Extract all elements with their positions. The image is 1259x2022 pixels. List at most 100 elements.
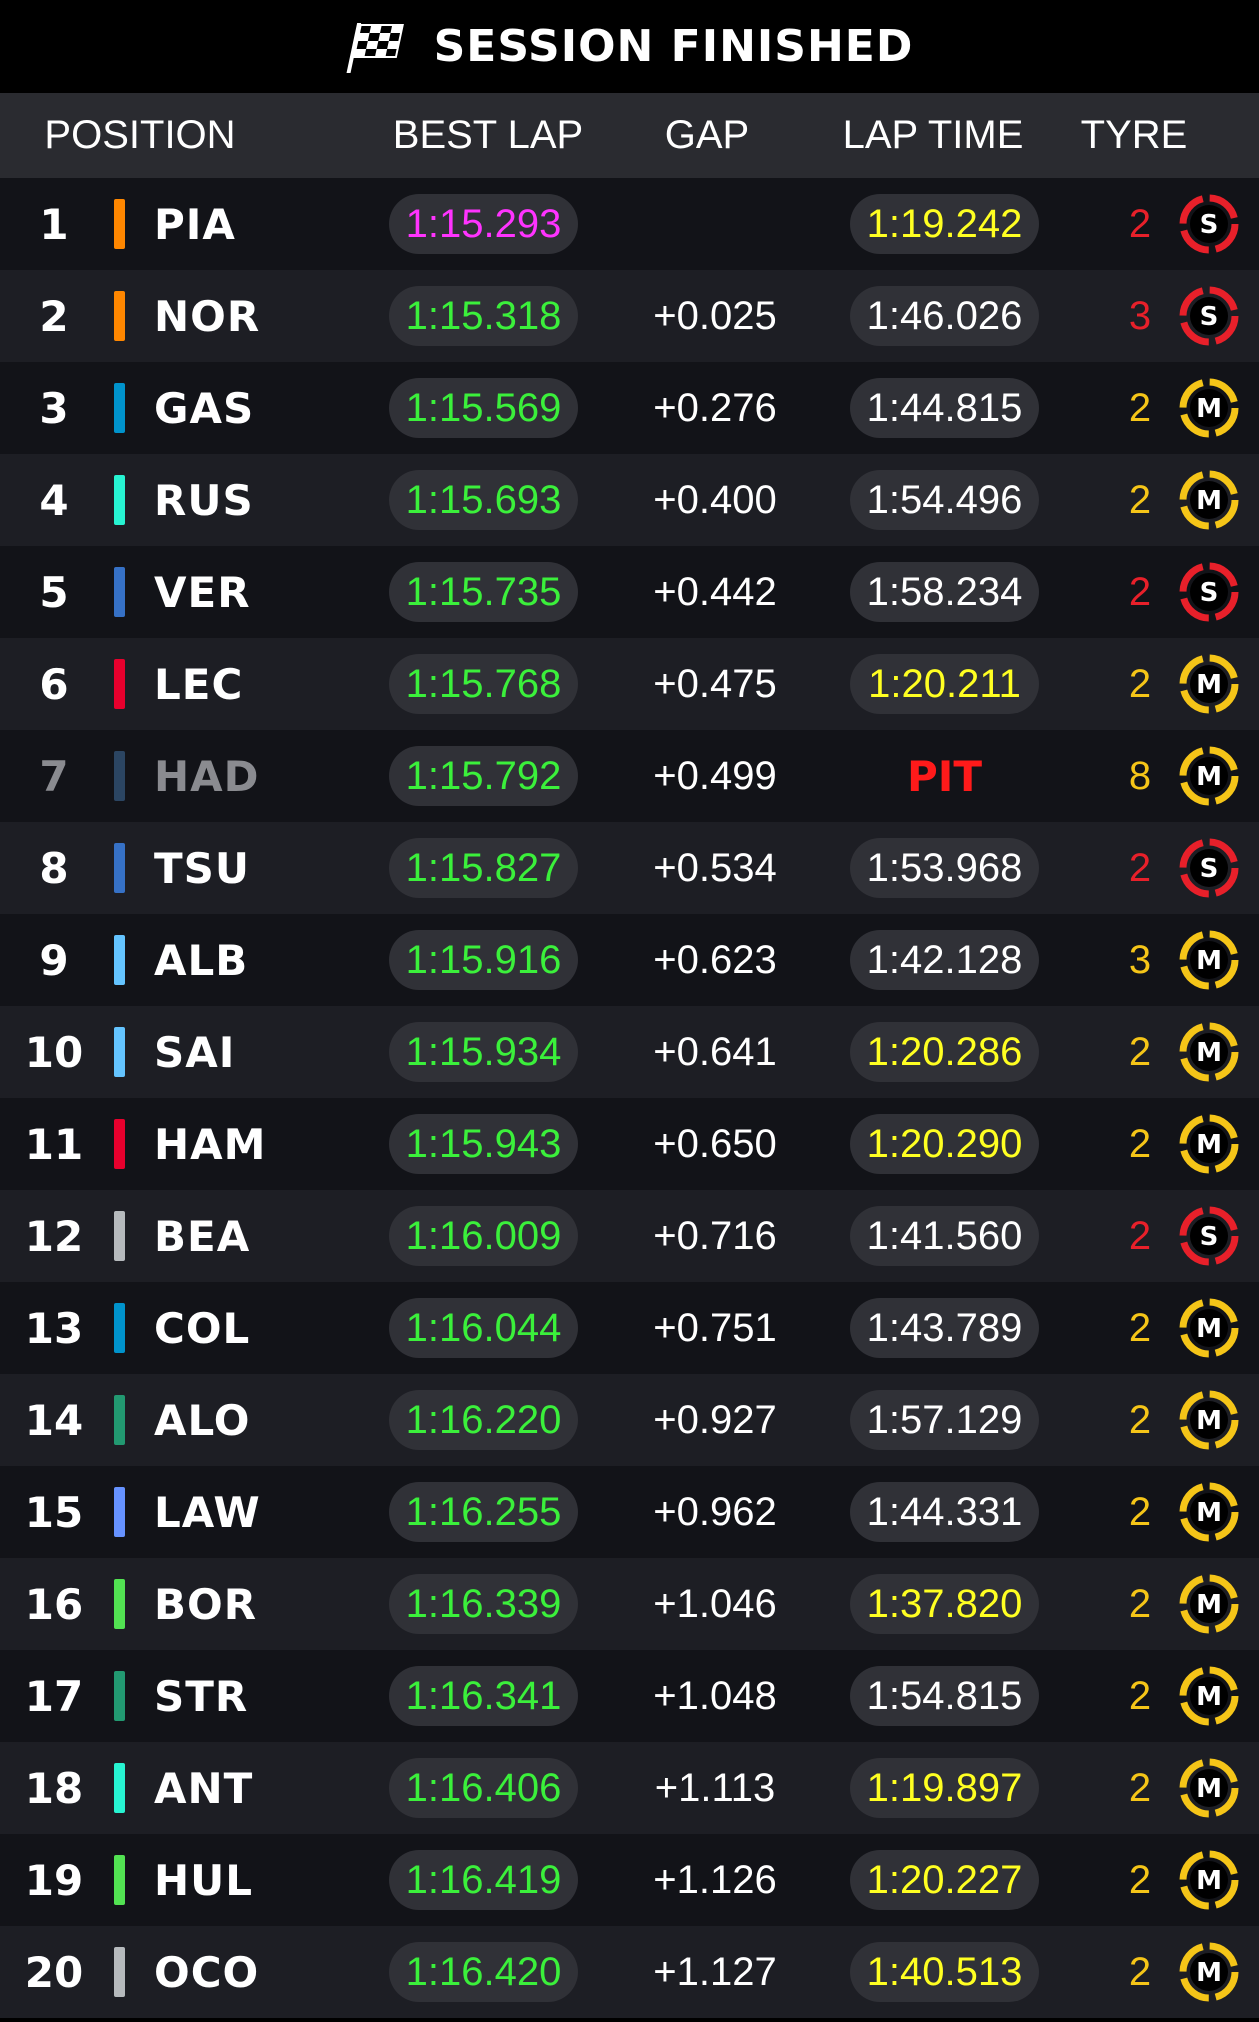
medium-tyre-icon: M bbox=[1176, 651, 1242, 717]
tyre-age: 2 bbox=[1128, 845, 1152, 890]
last-lap-time: 1:54.496 bbox=[850, 470, 1039, 530]
medium-tyre-icon: M bbox=[1176, 743, 1242, 809]
position-number: 15 bbox=[24, 1487, 84, 1537]
table-row[interactable]: 20 OCO 1:16.420 +1.127 1:40.513 2 M bbox=[0, 1926, 1259, 2018]
soft-tyre-icon: S bbox=[1176, 835, 1242, 901]
last-lap-time: 1:20.286 bbox=[850, 1022, 1039, 1082]
table-row[interactable]: 5 VER 1:15.735 +0.442 1:58.234 2 S bbox=[0, 546, 1259, 638]
last-lap-time: 1:43.789 bbox=[850, 1298, 1039, 1358]
medium-tyre-icon: M bbox=[1176, 1663, 1242, 1729]
table-row[interactable]: 11 HAM 1:15.943 +0.650 1:20.290 2 M bbox=[0, 1098, 1259, 1190]
driver-code: BOR bbox=[154, 1579, 258, 1629]
table-row[interactable]: 2 NOR 1:15.318 +0.025 1:46.026 3 S bbox=[0, 270, 1259, 362]
tyre-age: 2 bbox=[1128, 385, 1152, 430]
tyre-compound-letter: M bbox=[1196, 1866, 1222, 1896]
table-row[interactable]: 18 ANT 1:16.406 +1.113 1:19.897 2 M bbox=[0, 1742, 1259, 1834]
medium-tyre-icon: M bbox=[1176, 1019, 1242, 1085]
best-lap-time: 1:15.943 bbox=[389, 1114, 578, 1174]
last-lap-time: 1:54.815 bbox=[850, 1666, 1039, 1726]
medium-tyre-icon: M bbox=[1176, 1847, 1242, 1913]
last-lap-time: 1:40.513 bbox=[850, 1942, 1039, 2002]
header-position: POSITION bbox=[44, 113, 236, 157]
position-number: 3 bbox=[39, 383, 69, 433]
tyre-compound-letter: M bbox=[1196, 946, 1222, 976]
tyre-compound-letter: S bbox=[1200, 854, 1219, 884]
position-number: 7 bbox=[39, 751, 69, 801]
session-banner: SESSION FINISHED bbox=[0, 0, 1259, 93]
tyre-compound-letter: M bbox=[1196, 1130, 1222, 1160]
table-row[interactable]: 3 GAS 1:15.569 +0.276 1:44.815 2 M bbox=[0, 362, 1259, 454]
driver-code: HAD bbox=[154, 751, 260, 801]
gap-to-leader: +0.927 bbox=[653, 1397, 777, 1442]
table-row[interactable]: 12 BEA 1:16.009 +0.716 1:41.560 2 S bbox=[0, 1190, 1259, 1282]
gap-to-leader: +0.534 bbox=[653, 845, 777, 890]
tyre-age: 2 bbox=[1128, 1397, 1152, 1442]
best-lap-time: 1:15.569 bbox=[389, 378, 578, 438]
driver-code: HAM bbox=[154, 1119, 267, 1169]
best-lap-time: 1:16.255 bbox=[389, 1482, 578, 1542]
gap-to-leader: +0.276 bbox=[653, 385, 777, 430]
table-row[interactable]: 9 ALB 1:15.916 +0.623 1:42.128 3 M bbox=[0, 914, 1259, 1006]
gap-to-leader: +1.126 bbox=[653, 1857, 777, 1902]
best-lap-time: 1:15.318 bbox=[389, 286, 578, 346]
tyre-age: 2 bbox=[1128, 1673, 1152, 1718]
last-lap-time: 1:42.128 bbox=[850, 930, 1039, 990]
tyre-compound-letter: M bbox=[1196, 1314, 1222, 1344]
position-number: 13 bbox=[24, 1303, 84, 1353]
medium-tyre-icon: M bbox=[1176, 1295, 1242, 1361]
tyre-compound-letter: S bbox=[1200, 210, 1219, 240]
tyre-age: 2 bbox=[1128, 1765, 1152, 1810]
table-row[interactable]: 13 COL 1:16.044 +0.751 1:43.789 2 M bbox=[0, 1282, 1259, 1374]
table-row[interactable]: 15 LAW 1:16.255 +0.962 1:44.331 2 M bbox=[0, 1466, 1259, 1558]
gap-to-leader: +0.650 bbox=[653, 1121, 777, 1166]
team-color-bar bbox=[114, 383, 125, 433]
table-row[interactable]: 10 SAI 1:15.934 +0.641 1:20.286 2 M bbox=[0, 1006, 1259, 1098]
last-lap-time: 1:53.968 bbox=[850, 838, 1039, 898]
gap-to-leader: +1.127 bbox=[653, 1949, 777, 1994]
best-lap-time: 1:16.009 bbox=[389, 1206, 578, 1266]
position-number: 4 bbox=[39, 475, 69, 525]
tyre-compound-letter: M bbox=[1196, 486, 1222, 516]
position-number: 19 bbox=[24, 1855, 84, 1905]
session-status-title: SESSION FINISHED bbox=[433, 21, 914, 72]
table-row[interactable]: 8 TSU 1:15.827 +0.534 1:53.968 2 S bbox=[0, 822, 1259, 914]
tyre-age: 2 bbox=[1128, 661, 1152, 706]
table-row[interactable]: 19 HUL 1:16.419 +1.126 1:20.227 2 M bbox=[0, 1834, 1259, 1926]
last-lap-time: 1:58.234 bbox=[850, 562, 1039, 622]
last-lap-time: 1:44.331 bbox=[850, 1482, 1039, 1542]
tyre-age: 2 bbox=[1128, 1857, 1152, 1902]
table-row[interactable]: 7 HAD 1:15.792 +0.499 PIT 8 M bbox=[0, 730, 1259, 822]
tyre-age: 8 bbox=[1128, 753, 1152, 798]
tyre-age: 2 bbox=[1128, 1029, 1152, 1074]
gap-to-leader: +0.751 bbox=[653, 1305, 777, 1350]
gap-to-leader: +0.475 bbox=[653, 661, 777, 706]
table-row[interactable]: 14 ALO 1:16.220 +0.927 1:57.129 2 M bbox=[0, 1374, 1259, 1466]
last-lap-time: 1:20.227 bbox=[850, 1850, 1039, 1910]
tyre-compound-letter: M bbox=[1196, 1038, 1222, 1068]
header-gap: GAP bbox=[664, 113, 750, 157]
best-lap-time: 1:16.406 bbox=[389, 1758, 578, 1818]
tyre-compound-letter: M bbox=[1196, 1774, 1222, 1804]
driver-code: RUS bbox=[154, 475, 254, 525]
team-color-bar bbox=[114, 1395, 125, 1445]
table-row[interactable]: 16 BOR 1:16.339 +1.046 1:37.820 2 M bbox=[0, 1558, 1259, 1650]
table-row[interactable]: 6 LEC 1:15.768 +0.475 1:20.211 2 M bbox=[0, 638, 1259, 730]
medium-tyre-icon: M bbox=[1176, 467, 1242, 533]
medium-tyre-icon: M bbox=[1176, 927, 1242, 993]
medium-tyre-icon: M bbox=[1176, 375, 1242, 441]
last-lap-time: 1:57.129 bbox=[850, 1390, 1039, 1450]
tyre-age: 2 bbox=[1128, 1213, 1152, 1258]
gap-to-leader: +0.499 bbox=[653, 753, 777, 798]
soft-tyre-icon: S bbox=[1176, 283, 1242, 349]
tyre-compound-letter: M bbox=[1196, 670, 1222, 700]
driver-code: ALO bbox=[154, 1395, 251, 1445]
team-color-bar bbox=[114, 751, 125, 801]
driver-code: SAI bbox=[154, 1027, 236, 1077]
table-row[interactable]: 4 RUS 1:15.693 +0.400 1:54.496 2 M bbox=[0, 454, 1259, 546]
table-row[interactable]: 1 PIA 1:15.293 1:19.242 2 S bbox=[0, 178, 1259, 270]
table-row[interactable]: 17 STR 1:16.341 +1.048 1:54.815 2 M bbox=[0, 1650, 1259, 1742]
tyre-age: 2 bbox=[1128, 1489, 1152, 1534]
best-lap-time: 1:15.827 bbox=[389, 838, 578, 898]
last-lap-time: 1:37.820 bbox=[850, 1574, 1039, 1634]
